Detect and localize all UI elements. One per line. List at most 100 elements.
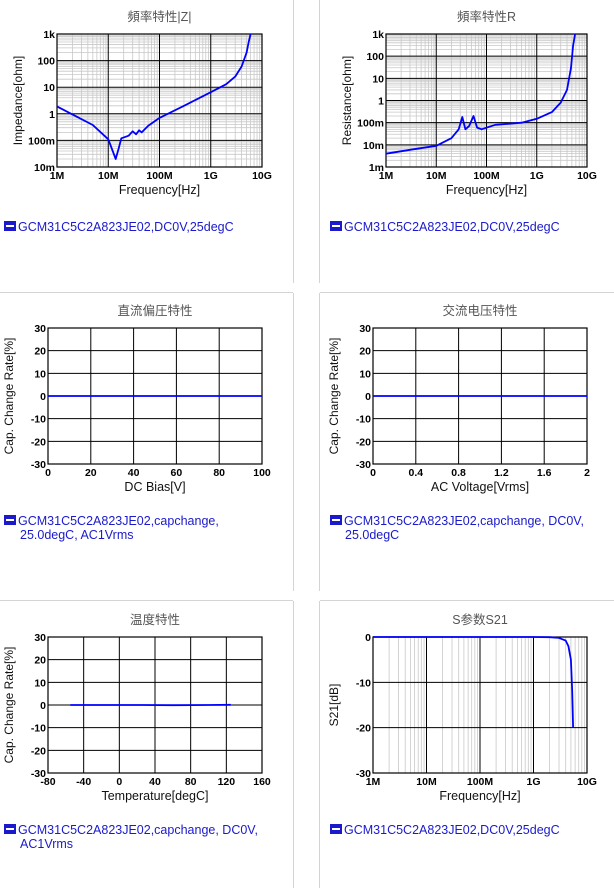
legend-temperature[interactable]: GCM31C5C2A823JE02,capchange, DC0V, AC1Vr… — [4, 823, 258, 851]
x-tick-label: 120 — [218, 776, 236, 788]
y-tick-label: -30 — [31, 459, 46, 471]
legend-impedance[interactable]: GCM31C5C2A823JE02,DC0V,25degC — [4, 220, 234, 234]
y-tick-label: 0 — [365, 391, 371, 403]
y-tick-label: -10 — [356, 414, 371, 426]
y-tick-label: -30 — [356, 459, 371, 471]
x-tick-label: -40 — [76, 776, 91, 788]
x-tick-label: 80 — [185, 776, 197, 788]
x-tick-label: 0.8 — [451, 467, 466, 479]
y-tick-label: -20 — [31, 745, 46, 757]
y-tick-label: 0 — [40, 700, 46, 712]
panel-temperature — [0, 601, 294, 888]
x-tick-label: 100M — [473, 170, 500, 182]
legend-text: GCM31C5C2A823JE02,DC0V,25degC — [18, 220, 234, 234]
legend-swatch-icon — [330, 824, 342, 834]
legend-text-line2: 25.0degC — [345, 528, 400, 542]
series-line — [56, 33, 252, 160]
x-tick-label: 80 — [213, 467, 225, 479]
chart-title: 頻率特性R — [457, 9, 516, 24]
y-tick-label: -30 — [31, 768, 46, 780]
legend-resistance[interactable]: GCM31C5C2A823JE02,DC0V,25degC — [330, 220, 560, 234]
y-tick-label: 1m — [369, 162, 384, 174]
x-axis-label: Frequency[Hz] — [439, 789, 520, 803]
panel-dc-bias — [0, 293, 294, 591]
y-axis-label: Cap. Change Rate[%] — [2, 338, 16, 455]
chart-title: 温度特性 — [130, 612, 180, 627]
x-tick-label: 10G — [577, 170, 597, 182]
x-tick-label: 20 — [85, 467, 97, 479]
series-line — [385, 33, 576, 155]
chart-title: S参数S21 — [452, 612, 508, 627]
series-line — [373, 636, 574, 728]
divider — [0, 600, 293, 601]
legend-text: GCM31C5C2A823JE02,capchange, — [18, 514, 219, 528]
legend-s21[interactable]: GCM31C5C2A823JE02,DC0V,25degC — [330, 823, 560, 837]
legend-ac-voltage[interactable]: GCM31C5C2A823JE02,capchange, DC0V, 25.0d… — [330, 514, 584, 542]
divider — [320, 292, 614, 293]
y-tick-label: 30 — [34, 323, 46, 335]
y-tick-label: 100 — [366, 51, 384, 63]
x-tick-label: 10M — [426, 170, 447, 182]
y-tick-label: 30 — [34, 632, 46, 644]
plot-frame — [47, 636, 263, 774]
legend-text: GCM31C5C2A823JE02,capchange, DC0V, — [344, 514, 584, 528]
x-tick-label: 100M — [146, 170, 173, 182]
x-tick-label: 1.6 — [537, 467, 552, 479]
x-tick-label: 10G — [252, 170, 272, 182]
chart-title: 直流偏圧特性 — [117, 303, 192, 318]
y-tick-label: 10 — [43, 82, 55, 94]
legend-text-line2: 25.0degC, AC1Vrms — [20, 528, 134, 542]
y-axis-label: Cap. Change Rate[%] — [2, 647, 16, 764]
x-tick-label: 0.4 — [408, 467, 423, 479]
legend-swatch-icon — [4, 515, 16, 525]
x-axis-label: Frequency[Hz] — [446, 183, 527, 197]
x-tick-label: 1G — [526, 776, 540, 788]
x-tick-label: 100 — [253, 467, 271, 479]
y-tick-label: -10 — [31, 414, 46, 426]
x-tick-label: 1G — [530, 170, 544, 182]
x-tick-label: -80 — [40, 776, 55, 788]
x-tick-label: 0 — [116, 776, 122, 788]
legend-dc-bias[interactable]: GCM31C5C2A823JE02,capchange, 25.0degC, A… — [4, 514, 219, 542]
y-tick-label: 30 — [359, 323, 371, 335]
y-tick-label: 20 — [34, 655, 46, 667]
y-tick-label: -20 — [356, 723, 371, 735]
y-tick-label: -20 — [356, 436, 371, 448]
chart-title: 頻率特性|Z| — [127, 9, 191, 24]
legend-swatch-icon — [4, 824, 16, 834]
x-axis-label: Frequency[Hz] — [119, 183, 200, 197]
x-tick-label: 40 — [128, 467, 140, 479]
y-tick-label: 1 — [378, 96, 384, 108]
y-tick-label: -10 — [31, 723, 46, 735]
divider — [320, 600, 614, 601]
y-tick-label: 10 — [34, 677, 46, 689]
x-tick-label: 1M — [379, 170, 394, 182]
y-tick-label: 0 — [40, 391, 46, 403]
y-tick-label: 1 — [49, 109, 55, 121]
x-tick-label: 1M — [366, 776, 381, 788]
y-tick-label: 10m — [363, 140, 384, 152]
x-tick-label: 0 — [45, 467, 51, 479]
legend-swatch-icon — [330, 221, 342, 231]
chart-title: 交流电压特性 — [442, 303, 517, 318]
y-tick-label: 20 — [359, 346, 371, 358]
plot-frame — [56, 33, 263, 168]
x-tick-label: 2 — [584, 467, 590, 479]
x-tick-label: 60 — [171, 467, 183, 479]
y-tick-label: 1k — [43, 29, 55, 41]
y-tick-label: 20 — [34, 346, 46, 358]
legend-text: GCM31C5C2A823JE02,DC0V,25degC — [344, 220, 560, 234]
x-tick-label: 10M — [98, 170, 119, 182]
legend-swatch-icon — [330, 515, 342, 525]
legend-text: GCM31C5C2A823JE02,DC0V,25degC — [344, 823, 560, 837]
y-tick-label: 1k — [372, 29, 384, 41]
x-axis-label: Temperature[degC] — [101, 789, 208, 803]
y-tick-label: 10 — [359, 368, 371, 380]
x-tick-label: 0 — [370, 467, 376, 479]
x-tick-label: 10G — [577, 776, 597, 788]
x-axis-label: DC Bias[V] — [124, 480, 185, 494]
panel-s21 — [319, 601, 614, 888]
y-axis-label: S21[dB] — [327, 684, 341, 727]
x-axis-label: AC Voltage[Vrms] — [431, 480, 529, 494]
x-tick-label: 40 — [149, 776, 161, 788]
